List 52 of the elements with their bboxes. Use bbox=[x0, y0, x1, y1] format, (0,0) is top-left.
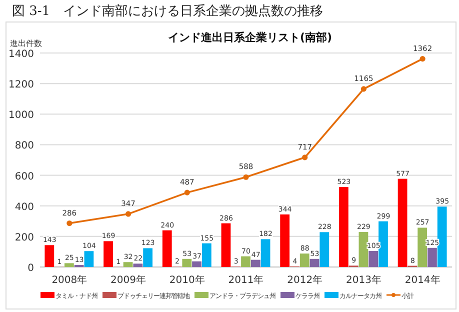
bar bbox=[123, 262, 133, 267]
x-tick-label: 2009年 bbox=[110, 274, 146, 286]
chart-subtitle: インド進出日系企業リスト(南部) bbox=[168, 31, 332, 44]
point bbox=[243, 174, 249, 180]
bar bbox=[44, 245, 54, 267]
bar bbox=[260, 239, 270, 267]
x-tick-label: 2008年 bbox=[52, 274, 88, 286]
bar bbox=[437, 206, 447, 267]
bar bbox=[104, 241, 113, 267]
bar bbox=[84, 251, 94, 267]
y-tick-label: 200 bbox=[14, 232, 34, 244]
bar bbox=[162, 230, 172, 267]
bar bbox=[182, 258, 192, 267]
x-tick-label: 2014年 bbox=[404, 274, 440, 286]
bar bbox=[64, 263, 74, 267]
bar bbox=[280, 214, 290, 267]
y-axis-title: 進出件数 bbox=[10, 39, 42, 48]
x-tick-label: 2012年 bbox=[287, 274, 323, 286]
bar bbox=[300, 254, 310, 267]
bar bbox=[143, 248, 153, 267]
bar bbox=[192, 261, 202, 267]
point bbox=[360, 86, 367, 92]
bar bbox=[133, 264, 143, 267]
bar bbox=[250, 260, 260, 267]
y-tick-label: 1200 bbox=[8, 80, 34, 91]
point bbox=[420, 56, 426, 62]
point bbox=[125, 211, 132, 217]
bar bbox=[241, 256, 250, 267]
x-tick-label: 2011年 bbox=[228, 274, 264, 286]
bar bbox=[418, 228, 428, 267]
x-tick-label: 2010年 bbox=[169, 274, 205, 286]
point bbox=[66, 220, 72, 226]
y-tick-label: 1400 bbox=[8, 49, 34, 60]
bar bbox=[398, 178, 408, 267]
bar bbox=[378, 221, 388, 267]
chart-title: 図 3-1 インド南部における日系企業の拠点数の推移 bbox=[12, 4, 324, 19]
bar bbox=[338, 187, 348, 267]
y-tick-label: 0 bbox=[28, 263, 34, 274]
bar bbox=[320, 232, 330, 267]
bar bbox=[358, 232, 368, 267]
y-tick-label: 1000 bbox=[8, 110, 34, 122]
bar bbox=[221, 223, 231, 267]
bar bbox=[428, 248, 437, 267]
y-tick-label: 600 bbox=[14, 171, 34, 182]
bar bbox=[310, 258, 320, 267]
point bbox=[302, 154, 308, 160]
x-tick-label: 2013年 bbox=[346, 274, 382, 286]
bar bbox=[368, 250, 378, 267]
bar bbox=[202, 243, 212, 267]
y-tick-label: 800 bbox=[14, 140, 34, 152]
y-tick-label: 400 bbox=[14, 202, 34, 213]
point bbox=[184, 190, 190, 196]
